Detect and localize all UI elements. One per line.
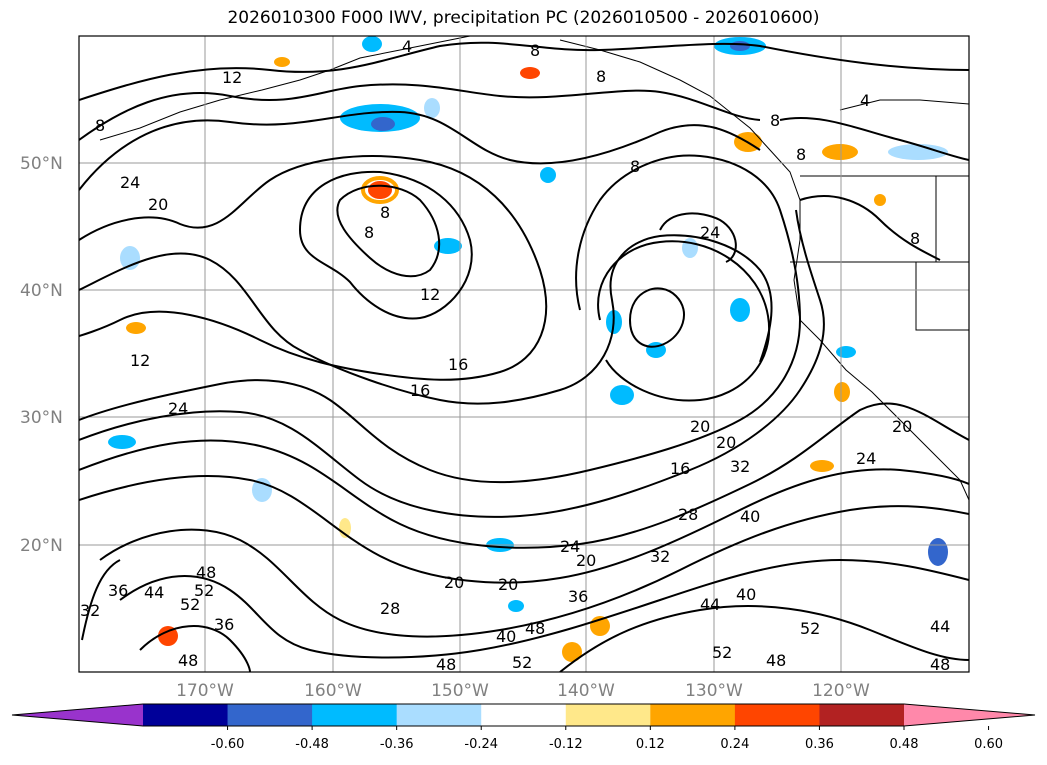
colorbar-tick-label: -0.36 <box>380 737 414 752</box>
lon-label-170w: 170°W <box>176 681 234 701</box>
map-frame <box>78 35 970 673</box>
contour-label: 44 <box>700 595 720 614</box>
contour-label: 8 <box>796 145 806 164</box>
contour-label: 16 <box>448 355 468 374</box>
colorbar-segment <box>819 704 905 726</box>
contour-label: 4 <box>402 37 412 56</box>
contour-labels: 12 8 24 20 8 8 12 12 16 16 24 8 8 4 4 8 … <box>80 37 950 674</box>
contour-label: 8 <box>910 229 920 248</box>
contour-label: 12 <box>222 68 242 87</box>
contour-label: 12 <box>130 351 150 370</box>
contour-label: 8 <box>95 116 105 135</box>
contour-label: 28 <box>380 599 400 618</box>
colorbar-tick-label: -0.48 <box>295 737 329 752</box>
colorbar-tick-label: 0.12 <box>636 737 665 752</box>
contour-label: 32 <box>730 457 750 476</box>
colorbar-tick-label: 0.60 <box>974 737 1003 752</box>
colorbar-outline <box>11 703 1036 727</box>
colorbar-tick-label: -0.12 <box>549 737 583 752</box>
contour-label: 52 <box>712 643 732 662</box>
contour-label: 52 <box>194 581 214 600</box>
lat-label-40n: 40°N <box>20 281 63 301</box>
colorbar-segment <box>227 704 313 726</box>
contour-label: 48 <box>525 619 545 638</box>
contour-label: 40 <box>736 585 756 604</box>
lon-label-120w: 120°W <box>812 681 870 701</box>
lon-label-150w: 150°W <box>431 681 489 701</box>
iwv-contours <box>79 41 969 672</box>
contour-label: 20 <box>716 433 736 452</box>
colorbar-extend-low <box>12 704 143 726</box>
colorbar-segment <box>650 704 736 726</box>
contour-label: 24 <box>560 537 580 556</box>
contour-label: 20 <box>576 551 596 570</box>
contour-label: 48 <box>436 655 456 674</box>
contour-label: 20 <box>498 575 518 594</box>
lat-label-20n: 20°N <box>20 536 63 556</box>
contour-label: 8 <box>770 111 780 130</box>
contour-label: 36 <box>568 587 588 606</box>
contour-label: 12 <box>420 285 440 304</box>
contour-label: 20 <box>892 417 912 436</box>
lon-label-130w: 130°W <box>685 681 743 701</box>
colorbar-tick-label: 0.48 <box>890 737 919 752</box>
contour-label: 48 <box>930 655 950 674</box>
map-plot-area: 12 8 24 20 8 8 12 12 16 16 24 8 8 4 4 8 … <box>79 36 969 674</box>
colorbar-segment <box>734 704 820 726</box>
contour-label: 28 <box>678 505 698 524</box>
contour-label: 32 <box>80 601 100 620</box>
colorbar-segment <box>565 704 651 726</box>
longitude-labels: 170°W 160°W 150°W 140°W 130°W 120°W <box>176 681 870 701</box>
map-title: 2026010300 F000 IWV, precipitation PC (2… <box>227 8 820 28</box>
contour-label: 52 <box>800 619 820 638</box>
colorbar-tick-label: 0.24 <box>720 737 749 752</box>
colorbar-segment <box>312 704 398 726</box>
contour-label: 8 <box>630 157 640 176</box>
lat-label-50n: 50°N <box>20 154 63 174</box>
contour-label: 8 <box>364 223 374 242</box>
contour-label: 8 <box>380 203 390 222</box>
latitude-labels: 50°N 40°N 30°N 20°N <box>20 154 63 556</box>
contour-label: 48 <box>766 651 786 670</box>
contour-label: 4 <box>860 91 870 110</box>
colorbar-segment <box>143 704 229 726</box>
lon-label-160w: 160°W <box>304 681 362 701</box>
contour-label: 40 <box>496 627 516 646</box>
coastline <box>99 36 969 501</box>
contour-label: 20 <box>148 195 168 214</box>
contour-label: 40 <box>740 507 760 526</box>
contour-label: 48 <box>196 563 216 582</box>
contour-label: 16 <box>670 459 690 478</box>
contour-label: 36 <box>214 615 234 634</box>
contour-label: 24 <box>856 449 876 468</box>
colorbar-tick-label: -0.60 <box>211 737 245 752</box>
contour-label: 20 <box>444 573 464 592</box>
contour-label: 16 <box>410 381 430 400</box>
contour-label: 8 <box>530 41 540 60</box>
colorbar-extend-high <box>904 704 1035 726</box>
contour-label: 52 <box>512 653 532 672</box>
contour-label: 8 <box>596 67 606 86</box>
colorbar: -0.60 -0.48 -0.36 -0.24 -0.12 0.12 0.24 0.36 0.4… <box>11 703 1036 752</box>
lat-label-30n: 30°N <box>20 408 63 428</box>
contour-label: 48 <box>178 651 198 670</box>
contour-label: 44 <box>144 583 164 602</box>
colorbar-segment <box>481 704 567 726</box>
lon-label-140w: 140°W <box>557 681 615 701</box>
contour-label: 24 <box>168 399 188 418</box>
contour-label: 52 <box>180 595 200 614</box>
colorbar-segment <box>396 704 482 726</box>
contour-label: 24 <box>120 173 140 192</box>
contour-label: 44 <box>930 617 950 636</box>
colorbar-tick-label: -0.24 <box>464 737 498 752</box>
contour-label: 32 <box>650 547 670 566</box>
contour-label: 36 <box>108 581 128 600</box>
contour-label: 20 <box>690 417 710 436</box>
colorbar-tick-label: 0.36 <box>805 737 834 752</box>
contour-label: 24 <box>700 223 720 242</box>
